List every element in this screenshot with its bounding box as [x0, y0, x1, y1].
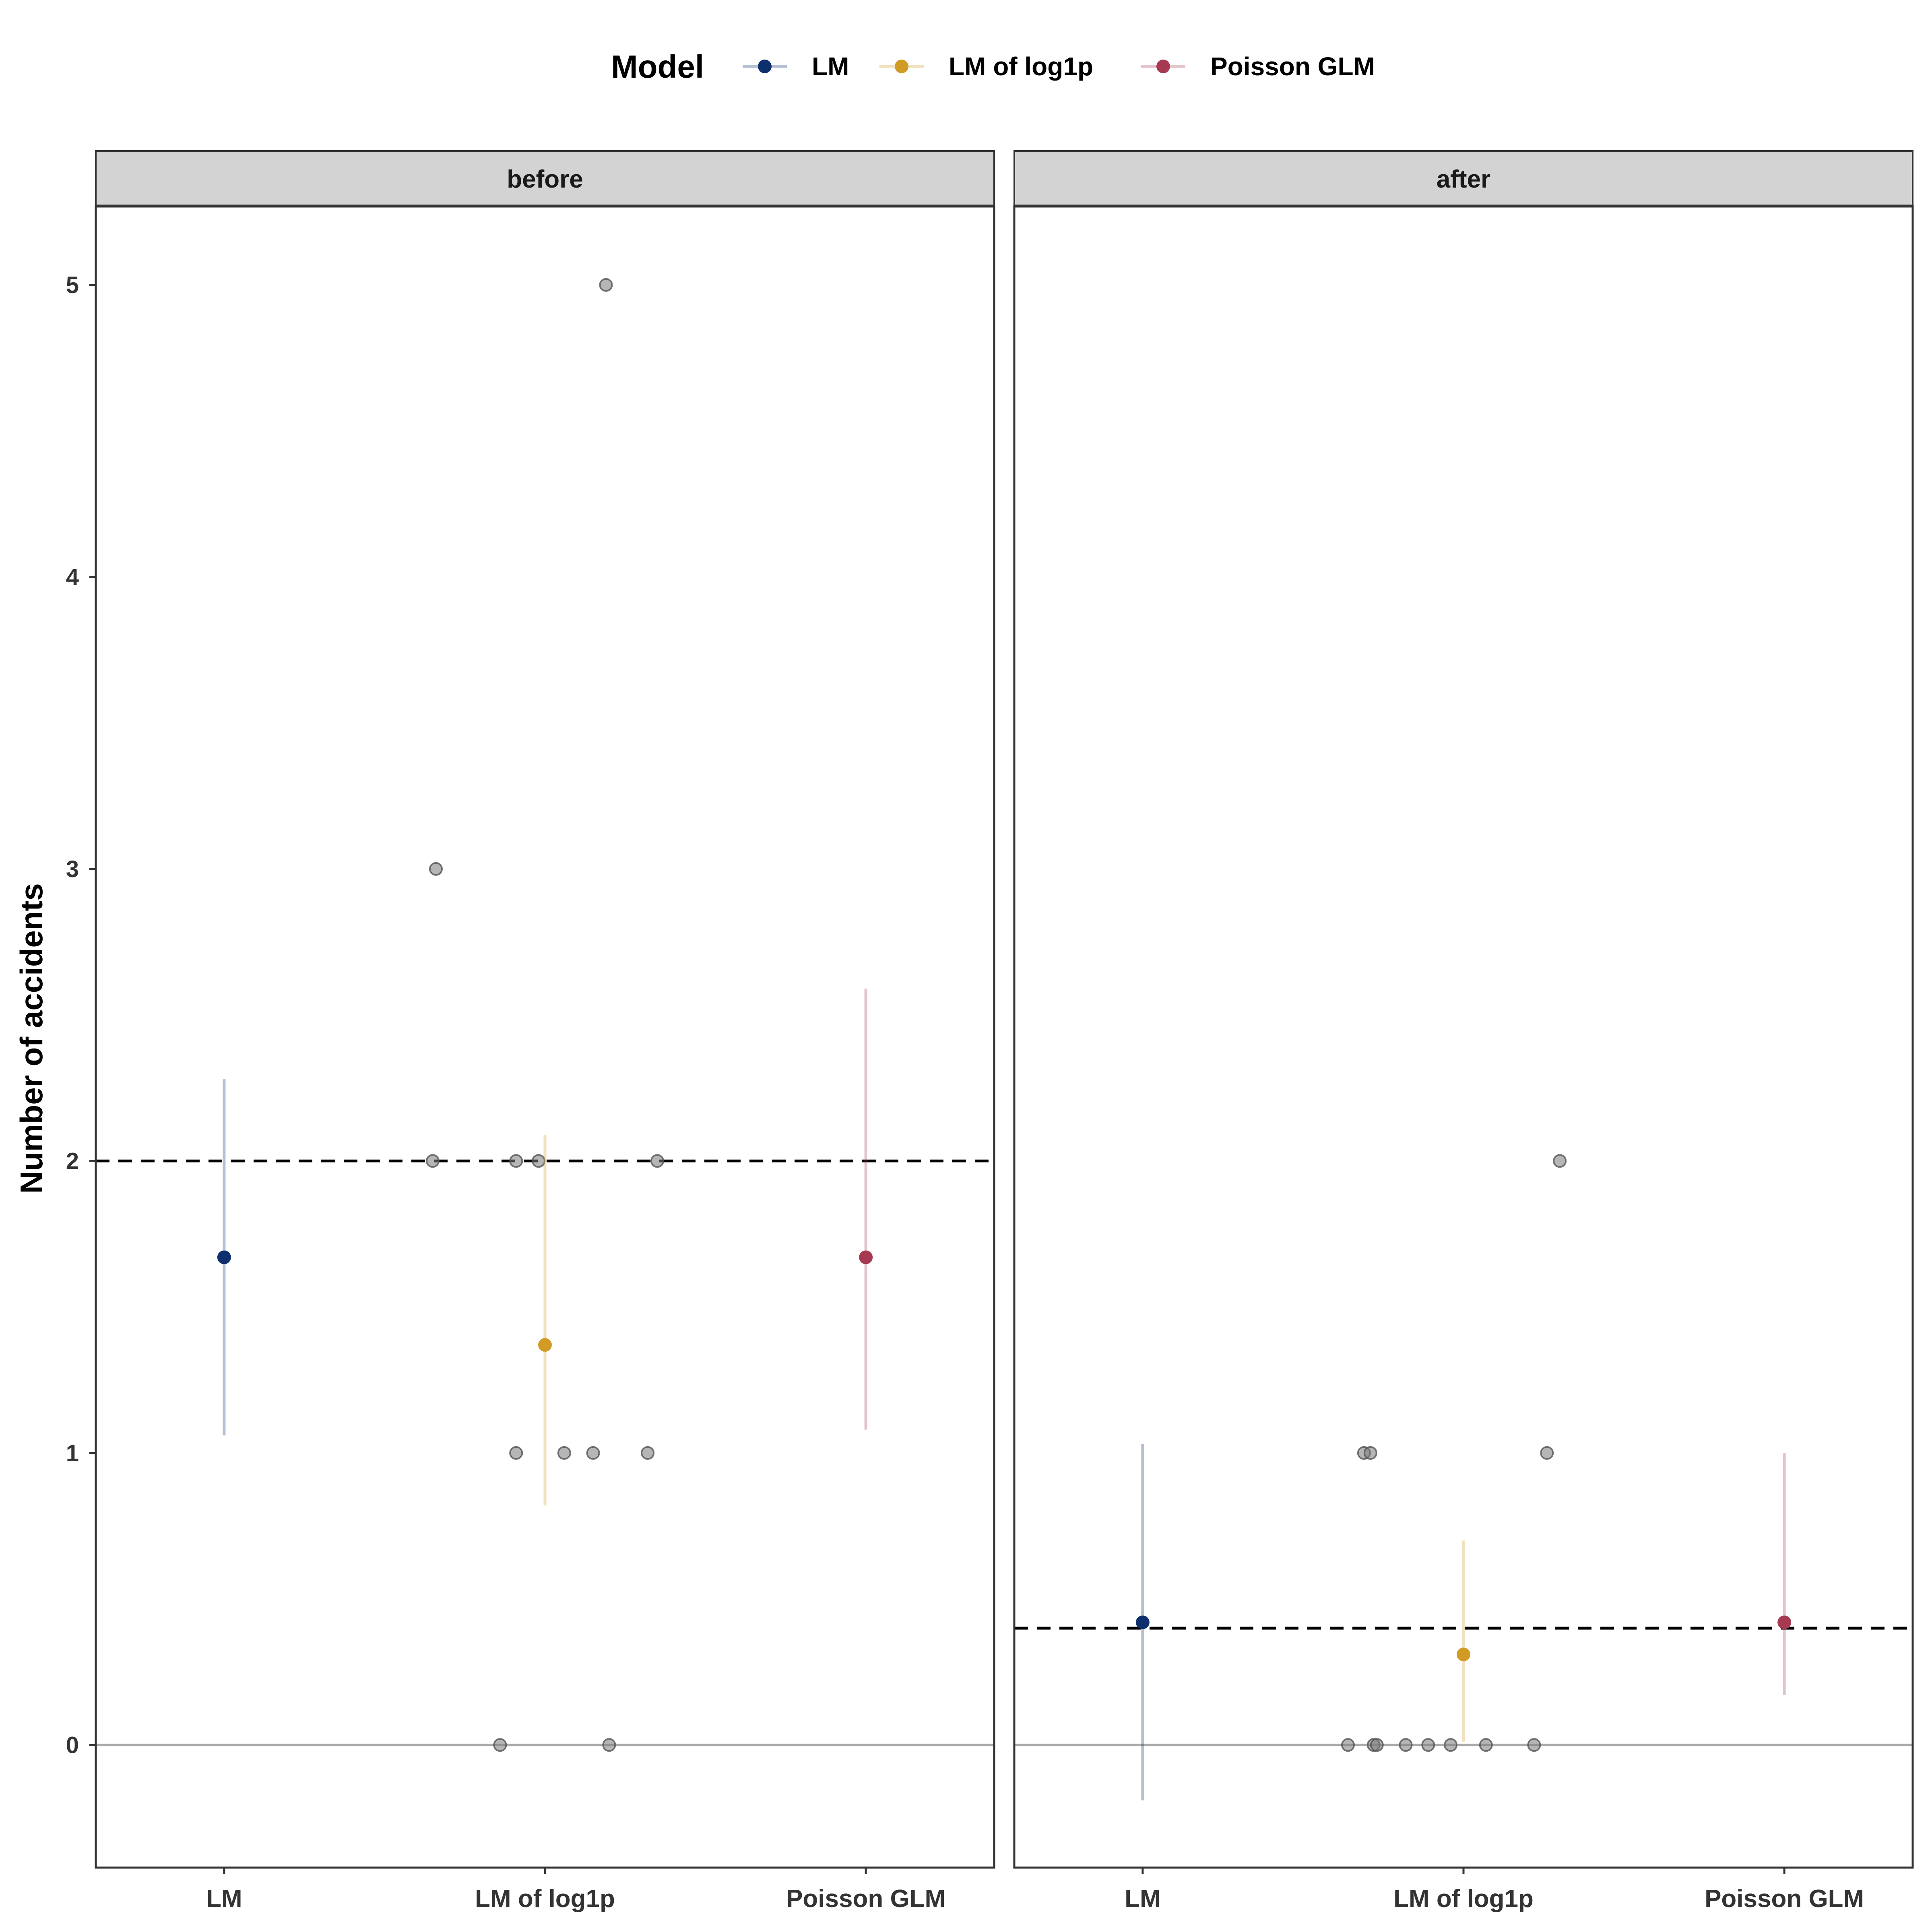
- legend-label: LM of log1p: [949, 52, 1093, 81]
- raw-data-point: [557, 1446, 571, 1460]
- x-tick-label: Poisson GLM: [1705, 1885, 1864, 1913]
- raw-data-point: [586, 1446, 600, 1460]
- x-tick-label: Poisson GLM: [786, 1885, 945, 1913]
- legend-key-point: [895, 60, 908, 73]
- raw-data-point: [1444, 1738, 1458, 1752]
- estimate-poisson-glm: [1777, 1453, 1792, 1695]
- raw-data-point: [1370, 1738, 1384, 1752]
- x-tick-label: LM of log1p: [475, 1885, 615, 1913]
- raw-data-point: [1540, 1446, 1554, 1460]
- raw-data-point: [1363, 1446, 1377, 1460]
- strip-background: [1013, 150, 1913, 207]
- estimate-lm: [1135, 1444, 1150, 1801]
- panel-border: [95, 205, 995, 1869]
- strip-label: after: [1437, 165, 1490, 193]
- x-tick-label: LM of log1p: [1393, 1885, 1534, 1913]
- estimate-point: [217, 1250, 231, 1264]
- y-tick-label: 4: [66, 564, 79, 590]
- estimate-point: [538, 1338, 552, 1352]
- legend-item: LM of log1p: [879, 52, 1093, 81]
- estimate-lm-of-log1p: [1457, 1540, 1470, 1742]
- y-tick-label: 2: [66, 1148, 79, 1174]
- estimate-lm-of-log1p: [538, 1135, 552, 1506]
- legend-key-point: [1156, 60, 1170, 73]
- estimate-point: [859, 1250, 873, 1264]
- panel-before: before LM LM of log1p Poisson GLM: [95, 150, 995, 1913]
- raw-data-point: [429, 862, 443, 876]
- raw-data-point: [509, 1154, 523, 1168]
- x-tick-label: LM: [206, 1885, 242, 1913]
- legend-title: Model: [611, 49, 704, 85]
- raw-data-point: [493, 1738, 507, 1752]
- y-tick-label: 5: [66, 272, 79, 298]
- y-axis: 0 1 2 3 4 5: [66, 272, 96, 1758]
- estimate-point: [1135, 1615, 1150, 1629]
- y-tick-label: 3: [66, 856, 79, 882]
- estimate-point: [1777, 1615, 1792, 1629]
- raw-data-point: [1479, 1738, 1493, 1752]
- raw-data-point: [509, 1446, 523, 1460]
- y-axis-label: Number of accidents: [14, 883, 49, 1194]
- legend-label: Poisson GLM: [1210, 52, 1375, 81]
- strip-background: [95, 150, 995, 207]
- raw-data-point: [599, 278, 613, 292]
- legend-key-point: [758, 60, 772, 73]
- strip-label: before: [507, 165, 583, 193]
- raw-data-point: [1527, 1738, 1541, 1752]
- legend: Model LM LM of log1p Poisson GLM: [611, 49, 1375, 85]
- legend-item: LM: [743, 52, 849, 81]
- raw-data-point: [1553, 1154, 1567, 1168]
- raw-data-point: [1421, 1738, 1435, 1752]
- raw-data-point: [532, 1154, 546, 1168]
- estimate-lm: [217, 1079, 231, 1436]
- raw-data-point: [426, 1154, 440, 1168]
- legend-item: Poisson GLM: [1141, 52, 1375, 81]
- raw-data-point: [641, 1446, 655, 1460]
- raw-data-point: [1399, 1738, 1413, 1752]
- legend-label: LM: [812, 52, 849, 81]
- raw-data-point: [1341, 1738, 1355, 1752]
- estimate-point: [1457, 1647, 1470, 1662]
- y-tick-label: 0: [66, 1732, 79, 1758]
- estimate-poisson-glm: [859, 989, 873, 1430]
- raw-data-point: [650, 1154, 664, 1168]
- panel-after: after LM LM of log1p Poisson GLM: [1013, 150, 1914, 1913]
- y-tick-label: 1: [66, 1440, 79, 1466]
- raw-data-point: [602, 1738, 616, 1752]
- x-tick-label: LM: [1125, 1885, 1161, 1913]
